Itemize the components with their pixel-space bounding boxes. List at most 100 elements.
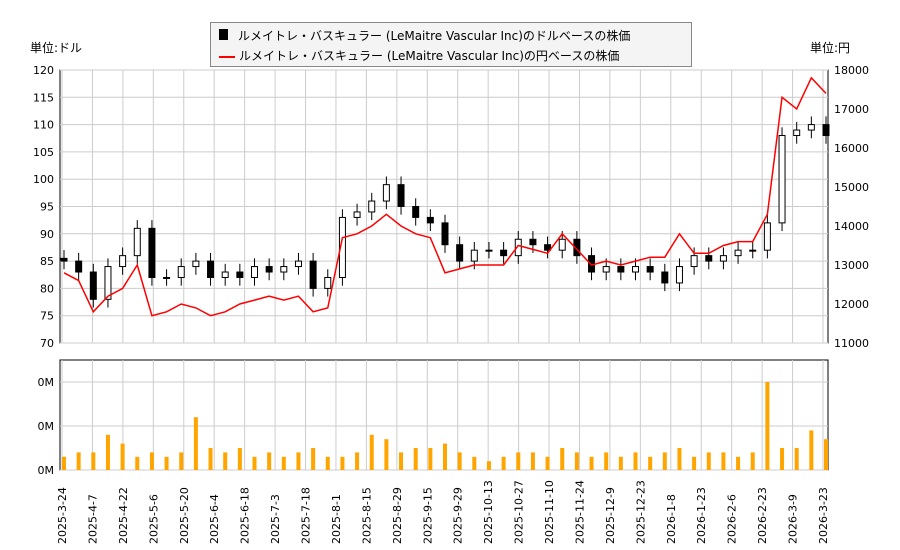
x-tick-label: 2026-2-6 bbox=[726, 494, 739, 544]
volume-bar bbox=[413, 448, 418, 470]
candle-body bbox=[294, 260, 302, 268]
volume-bar bbox=[560, 448, 565, 470]
volume-bar bbox=[193, 417, 198, 470]
volume-bar bbox=[780, 448, 785, 470]
candle-body bbox=[89, 271, 97, 300]
volume-bar bbox=[311, 448, 316, 470]
candle-body bbox=[163, 276, 171, 279]
volume-bar bbox=[824, 439, 828, 470]
candle-swatch-icon bbox=[219, 29, 228, 40]
candle-body bbox=[221, 271, 229, 278]
x-tick-label: 2026-1-8 bbox=[665, 494, 678, 544]
candle-body bbox=[822, 124, 830, 137]
candle-body bbox=[382, 184, 390, 202]
volume-bar bbox=[706, 452, 711, 470]
candle-body bbox=[617, 266, 625, 273]
candle-body bbox=[544, 244, 552, 251]
candle-body bbox=[133, 227, 141, 257]
y-tick-label-jpy: 17000 bbox=[834, 103, 869, 116]
x-tick-label: 2025-6-4 bbox=[208, 494, 221, 544]
legend-label-jpy: ルメイトレ・バスキュラー (LeMaitre Vascular Inc)の円ベー… bbox=[239, 49, 620, 63]
y-tick-label-usd: 75 bbox=[40, 310, 54, 323]
candle-body bbox=[500, 249, 508, 257]
volume-bar bbox=[736, 456, 741, 470]
candle-body bbox=[104, 266, 112, 300]
x-tick-label: 2025-9-15 bbox=[421, 487, 434, 544]
candle-body bbox=[456, 244, 464, 262]
volume-bar bbox=[721, 452, 726, 470]
y-tick-label-usd: 70 bbox=[40, 337, 54, 350]
candle-body bbox=[324, 276, 332, 289]
y-tick-label-jpy: 16000 bbox=[834, 142, 869, 155]
volume-bar bbox=[237, 448, 242, 470]
volume-bar bbox=[750, 452, 755, 470]
x-tick-label: 2025-4-7 bbox=[86, 494, 99, 544]
x-tick-label: 2025-3-24 bbox=[56, 487, 69, 544]
x-tick-label: 2025-5-6 bbox=[147, 494, 160, 544]
x-tick-label: 2025-9-29 bbox=[452, 487, 465, 544]
volume-bar bbox=[120, 443, 125, 470]
x-tick-label: 2025-4-22 bbox=[117, 487, 130, 544]
x-tick-label: 2025-10-13 bbox=[482, 480, 495, 544]
y-tick-label-usd: 100 bbox=[33, 173, 54, 186]
candle-body bbox=[705, 255, 713, 262]
volume-bar bbox=[662, 452, 667, 470]
x-tick-label: 2025-7-3 bbox=[269, 494, 282, 544]
volume-bar bbox=[355, 452, 360, 470]
candle-body bbox=[558, 238, 566, 251]
volume-tick-label: 0M bbox=[38, 464, 55, 477]
candle-body bbox=[426, 216, 434, 224]
volume-bar bbox=[340, 456, 345, 470]
candle-body bbox=[119, 255, 127, 268]
candle-body bbox=[719, 255, 727, 262]
candle-body bbox=[309, 260, 317, 289]
y-tick-label-jpy: 14000 bbox=[834, 220, 869, 233]
volume-bar bbox=[443, 443, 447, 470]
candle-body bbox=[573, 238, 581, 257]
volume-bar bbox=[149, 452, 154, 470]
y-tick-label-usd: 95 bbox=[40, 201, 54, 214]
x-tick-label: 2025-11-24 bbox=[573, 480, 586, 544]
y-tick-label-usd: 105 bbox=[33, 146, 54, 159]
candle-body bbox=[514, 238, 522, 257]
x-tick-label: 2025-7-18 bbox=[300, 487, 313, 544]
y-tick-label-jpy: 18000 bbox=[834, 64, 869, 77]
candle-body bbox=[338, 216, 346, 278]
volume-bar bbox=[516, 452, 521, 470]
volume-bar bbox=[530, 452, 535, 470]
y-tick-label-jpy: 15000 bbox=[834, 181, 869, 194]
candle-body bbox=[485, 249, 493, 252]
y-tick-label-jpy: 11000 bbox=[834, 337, 869, 350]
candle-body bbox=[749, 249, 757, 252]
y-tick-label-jpy: 12000 bbox=[834, 298, 869, 311]
volume-bar bbox=[208, 448, 213, 470]
candle-body bbox=[251, 266, 258, 278]
volume-bar bbox=[501, 456, 506, 470]
volume-bar bbox=[428, 448, 433, 470]
volume-bar bbox=[325, 456, 330, 470]
x-tick-label: 2025-6-18 bbox=[239, 487, 252, 544]
volume-bar bbox=[164, 456, 169, 470]
y-tick-label-usd: 90 bbox=[40, 228, 54, 241]
candle-body bbox=[236, 271, 244, 278]
candle-body bbox=[207, 260, 215, 278]
legend: ルメイトレ・バスキュラー (LeMaitre Vascular Inc)のドルベ… bbox=[210, 22, 692, 67]
y-tick-label-usd: 80 bbox=[40, 282, 54, 295]
candle-body bbox=[602, 266, 610, 273]
candle-body bbox=[763, 222, 771, 251]
candle-body bbox=[646, 266, 654, 273]
jpy-price-line bbox=[63, 76, 827, 317]
candle-body bbox=[690, 255, 698, 268]
x-tick-label: 2025-12-23 bbox=[634, 480, 647, 544]
volume-bar bbox=[399, 452, 404, 470]
volume-tick-label: 0M bbox=[38, 420, 55, 433]
x-tick-label: 2026-3-23 bbox=[817, 487, 830, 544]
x-tick-label: 2025-8-15 bbox=[360, 487, 373, 544]
volume-bar bbox=[809, 430, 814, 470]
legend-item-jpy: ルメイトレ・バスキュラー (LeMaitre Vascular Inc)の円ベー… bbox=[219, 47, 619, 64]
candle-body bbox=[807, 124, 815, 131]
volume-bar bbox=[76, 452, 81, 470]
volume-bar bbox=[765, 382, 770, 470]
